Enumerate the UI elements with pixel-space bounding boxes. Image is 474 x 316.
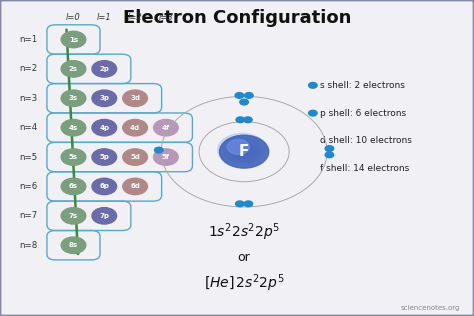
Circle shape bbox=[123, 149, 147, 165]
Circle shape bbox=[155, 147, 163, 153]
Text: s shell: 2 electrons: s shell: 2 electrons bbox=[320, 81, 405, 90]
Circle shape bbox=[325, 152, 334, 158]
Circle shape bbox=[226, 139, 260, 162]
Circle shape bbox=[61, 61, 86, 77]
Text: l=0: l=0 bbox=[66, 13, 81, 22]
Circle shape bbox=[219, 135, 269, 168]
Circle shape bbox=[239, 148, 249, 155]
Text: n=2: n=2 bbox=[19, 64, 37, 73]
Circle shape bbox=[220, 135, 264, 165]
Circle shape bbox=[236, 146, 251, 156]
Circle shape bbox=[245, 93, 253, 98]
Circle shape bbox=[241, 150, 246, 153]
Circle shape bbox=[123, 178, 147, 195]
Text: 3d: 3d bbox=[130, 95, 140, 101]
Circle shape bbox=[244, 201, 253, 207]
Circle shape bbox=[92, 178, 117, 195]
Text: f shell: 14 electrons: f shell: 14 electrons bbox=[320, 164, 409, 173]
Text: 6d: 6d bbox=[130, 184, 140, 189]
Circle shape bbox=[61, 149, 86, 165]
Text: 1s: 1s bbox=[69, 37, 78, 42]
Text: or: or bbox=[238, 251, 250, 264]
Circle shape bbox=[154, 149, 178, 165]
Text: n=4: n=4 bbox=[19, 123, 37, 132]
Text: p shell: 6 electrons: p shell: 6 electrons bbox=[320, 109, 406, 118]
Circle shape bbox=[92, 149, 117, 165]
Circle shape bbox=[309, 82, 317, 88]
Text: l=2: l=2 bbox=[128, 13, 143, 22]
Text: 5d: 5d bbox=[130, 154, 140, 160]
Text: 2s: 2s bbox=[69, 66, 78, 72]
Circle shape bbox=[92, 119, 117, 136]
Circle shape bbox=[92, 61, 117, 77]
Circle shape bbox=[234, 144, 253, 157]
Text: 5f: 5f bbox=[162, 154, 170, 160]
Text: 8s: 8s bbox=[69, 242, 78, 248]
Circle shape bbox=[228, 141, 258, 161]
Text: n=6: n=6 bbox=[19, 182, 37, 191]
Circle shape bbox=[92, 208, 117, 224]
Text: n=8: n=8 bbox=[19, 241, 37, 250]
Text: 2p: 2p bbox=[100, 66, 109, 72]
Circle shape bbox=[218, 133, 267, 166]
Text: Electron Configuration: Electron Configuration bbox=[123, 9, 351, 27]
Text: 6p: 6p bbox=[100, 184, 109, 189]
Circle shape bbox=[61, 208, 86, 224]
Text: 3p: 3p bbox=[99, 95, 109, 101]
Text: 3s: 3s bbox=[69, 95, 78, 101]
Circle shape bbox=[154, 119, 178, 136]
Circle shape bbox=[228, 140, 249, 154]
Text: 5p: 5p bbox=[100, 154, 109, 160]
Text: $[He]\,2s^22p^5$: $[He]\,2s^22p^5$ bbox=[204, 272, 284, 294]
Text: 4f: 4f bbox=[162, 125, 170, 131]
Text: 4s: 4s bbox=[69, 125, 78, 131]
Text: sciencenotes.org: sciencenotes.org bbox=[401, 305, 460, 311]
Circle shape bbox=[61, 178, 86, 195]
Text: 7p: 7p bbox=[99, 213, 109, 219]
Circle shape bbox=[309, 110, 317, 116]
Text: 6s: 6s bbox=[69, 184, 78, 189]
Circle shape bbox=[92, 90, 117, 106]
Text: n=7: n=7 bbox=[19, 211, 37, 220]
Text: d shell: 10 electrons: d shell: 10 electrons bbox=[320, 137, 412, 145]
Circle shape bbox=[123, 119, 147, 136]
Circle shape bbox=[61, 31, 86, 48]
Circle shape bbox=[61, 119, 86, 136]
Text: $1s^22s^22p^5$: $1s^22s^22p^5$ bbox=[208, 222, 280, 243]
Circle shape bbox=[325, 146, 334, 151]
Circle shape bbox=[223, 137, 262, 163]
Text: n=5: n=5 bbox=[19, 153, 37, 161]
Text: n=3: n=3 bbox=[19, 94, 37, 103]
Circle shape bbox=[235, 93, 244, 98]
Text: 5s: 5s bbox=[69, 154, 78, 160]
Text: 7s: 7s bbox=[69, 213, 78, 219]
Circle shape bbox=[61, 90, 86, 106]
Circle shape bbox=[61, 237, 86, 253]
Text: n=1: n=1 bbox=[19, 35, 37, 44]
Text: l=1: l=1 bbox=[97, 13, 112, 22]
Text: F: F bbox=[239, 144, 249, 159]
Circle shape bbox=[236, 201, 244, 207]
Text: l=3: l=3 bbox=[158, 13, 173, 22]
Text: 4d: 4d bbox=[130, 125, 140, 131]
Text: 4p: 4p bbox=[99, 125, 109, 131]
Circle shape bbox=[240, 99, 248, 105]
Circle shape bbox=[244, 117, 252, 123]
Circle shape bbox=[123, 90, 147, 106]
Circle shape bbox=[231, 143, 255, 159]
Circle shape bbox=[236, 117, 245, 123]
